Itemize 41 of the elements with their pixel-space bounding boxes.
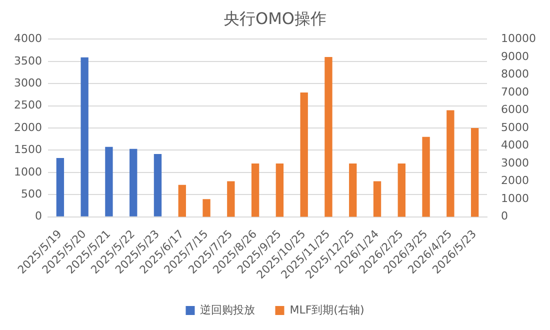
bar bbox=[276, 164, 284, 217]
y-tick-label: 3000 bbox=[14, 76, 42, 90]
y2-tick-label: 2000 bbox=[501, 174, 530, 188]
y2-tick-label: 0 bbox=[501, 210, 508, 223]
legend-label: 逆回购投放 bbox=[200, 303, 256, 316]
legend-label: MLF到期(右轴) bbox=[290, 303, 364, 316]
bar bbox=[154, 154, 162, 216]
chart-title: 央行OMO操作 bbox=[224, 8, 326, 28]
y-tick-label: 1500 bbox=[14, 143, 42, 156]
bar bbox=[130, 148, 138, 216]
bar bbox=[227, 181, 235, 217]
y-tick-label: 0 bbox=[34, 210, 42, 223]
y-tick-label: 500 bbox=[20, 187, 42, 200]
bar bbox=[56, 158, 64, 216]
bar bbox=[324, 56, 332, 217]
y-tick-label: 2500 bbox=[14, 98, 42, 112]
bar bbox=[251, 164, 260, 217]
bar bbox=[202, 199, 210, 217]
y-tick-label: 1000 bbox=[14, 165, 42, 178]
y2-tick-label: 6000 bbox=[501, 103, 530, 116]
y-tick-label: 4000 bbox=[14, 32, 42, 46]
y2-tick-label: 3000 bbox=[501, 156, 530, 170]
bar bbox=[80, 57, 88, 216]
bar bbox=[105, 146, 113, 216]
y2-tick-label: 5000 bbox=[501, 120, 530, 134]
bar bbox=[422, 136, 430, 217]
y2-tick-label: 8000 bbox=[501, 68, 530, 81]
bar bbox=[373, 181, 382, 217]
y2-tick-label: 9000 bbox=[501, 50, 530, 63]
bar bbox=[398, 164, 406, 217]
bar bbox=[300, 92, 308, 217]
y-tick-label: 2000 bbox=[14, 120, 42, 134]
y2-tick-label: 1000 bbox=[501, 192, 530, 205]
bar bbox=[470, 128, 479, 217]
bar bbox=[446, 110, 454, 217]
bar bbox=[178, 184, 186, 217]
y2-tick-label: 7000 bbox=[501, 85, 530, 98]
y-tick-label: 3500 bbox=[14, 54, 42, 68]
y2-tick-label: 4000 bbox=[501, 138, 530, 152]
bar bbox=[349, 164, 357, 217]
y2-tick-label: 10000 bbox=[501, 32, 536, 46]
